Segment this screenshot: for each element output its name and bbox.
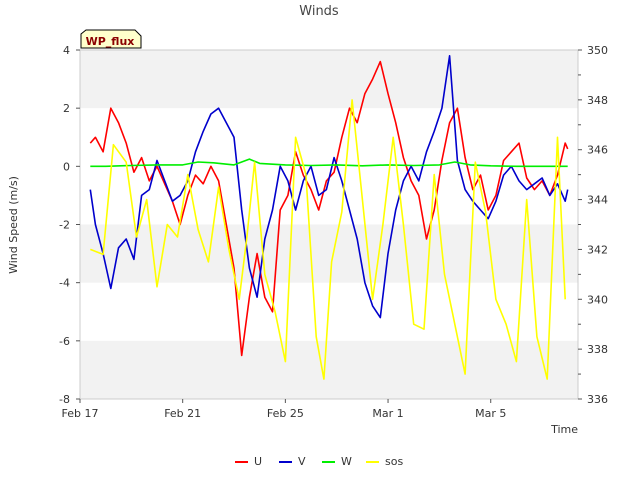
y2-tick-label: 342 <box>587 243 608 256</box>
y2-tick-label: 348 <box>587 94 608 107</box>
y-tick-label: 2 <box>63 102 70 115</box>
y-tick-label: -8 <box>59 393 70 406</box>
series-line-v <box>89 54 569 319</box>
y2-tick-label: 344 <box>587 194 608 207</box>
y-axis-label: Wind Speed (m/s) <box>7 176 20 274</box>
series-line-w <box>90 158 568 168</box>
y-tick-label: -2 <box>59 219 70 232</box>
y-tick-label: 4 <box>63 44 70 57</box>
y2-tick-label: 338 <box>587 343 608 356</box>
background-band-0 <box>80 50 578 109</box>
y2-tick-label: 350 <box>587 44 608 57</box>
x-tick-label: Feb 25 <box>267 407 304 420</box>
badge-label: WP_flux <box>86 35 135 48</box>
series-line-sos <box>90 99 566 380</box>
x-tick-label: Mar 1 <box>372 407 403 420</box>
legend-label-v: V <box>298 455 306 468</box>
background-band-2 <box>80 340 578 399</box>
x-tick-label: Feb 21 <box>164 407 201 420</box>
y2-tick-label: 340 <box>587 293 608 306</box>
x-tick-label: Mar 5 <box>475 407 506 420</box>
x-axis-label: Time <box>550 423 578 436</box>
wp-flux-badge: WP_flux <box>80 29 142 49</box>
y2-tick-label: 336 <box>587 393 608 406</box>
background-bands <box>80 50 578 399</box>
x-axis: Feb 17 Feb 21 Feb 25 Mar 1 Mar 5 <box>62 399 506 420</box>
chart-title: Winds <box>299 4 339 19</box>
y-axis-right: 336 338 340 342 344 346 348 350 <box>578 44 608 406</box>
y-tick-label: -4 <box>59 277 70 290</box>
y2-tick-label: 346 <box>587 144 608 157</box>
legend-label-w: W <box>341 455 352 468</box>
legend-label-u: U <box>254 455 262 468</box>
y-tick-label: -6 <box>59 335 70 348</box>
legend-label-sos: sos <box>385 455 403 468</box>
x-tick-label: Feb 17 <box>62 407 99 420</box>
series-layer <box>89 54 569 380</box>
y-tick-label: 0 <box>63 160 70 173</box>
y-axis-left: -8 -6 -4 -2 0 2 4 <box>59 44 80 406</box>
